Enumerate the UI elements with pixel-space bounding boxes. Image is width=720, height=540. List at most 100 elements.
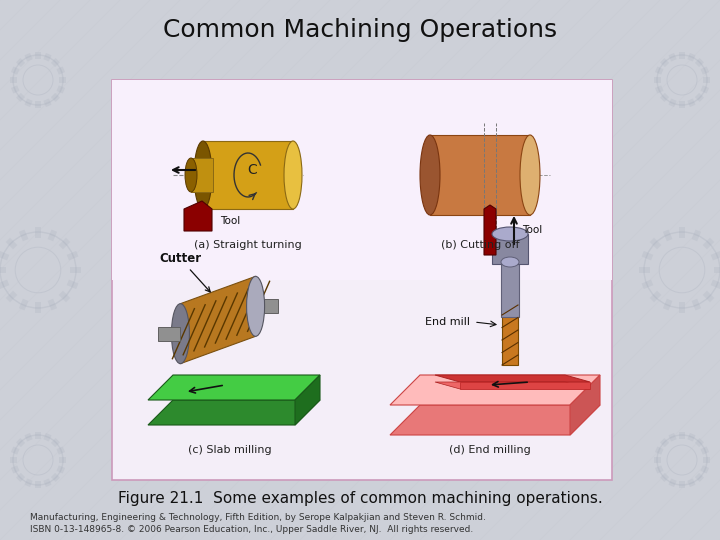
Polygon shape [59,457,66,463]
Polygon shape [181,276,256,363]
Polygon shape [24,98,32,107]
Polygon shape [484,205,496,255]
Polygon shape [435,382,590,389]
Polygon shape [701,465,709,474]
Polygon shape [6,238,17,249]
Text: C: C [247,163,257,177]
Polygon shape [655,465,664,474]
Text: Figure 21.1  Some examples of common machining operations.: Figure 21.1 Some examples of common mach… [117,490,603,505]
Polygon shape [642,280,653,289]
Ellipse shape [284,141,302,209]
Polygon shape [695,438,704,447]
Polygon shape [43,433,52,442]
Polygon shape [711,251,720,260]
Polygon shape [56,465,65,474]
Text: (b) Cutting off: (b) Cutting off [441,240,519,250]
Polygon shape [695,58,704,67]
Polygon shape [59,291,71,302]
Polygon shape [43,478,52,487]
Polygon shape [663,299,672,310]
FancyBboxPatch shape [112,80,612,480]
Polygon shape [679,52,685,59]
Polygon shape [460,382,590,389]
Text: Tool: Tool [220,216,240,226]
Polygon shape [668,98,677,107]
Polygon shape [714,267,720,273]
Polygon shape [639,267,649,273]
Text: Common Machining Operations: Common Machining Operations [163,18,557,42]
Polygon shape [679,432,685,438]
Polygon shape [43,98,52,107]
Polygon shape [59,77,66,83]
Bar [191,158,213,192]
Polygon shape [703,291,714,302]
Polygon shape [35,227,41,238]
Polygon shape [48,299,57,310]
Polygon shape [51,93,60,102]
Polygon shape [148,375,320,400]
Polygon shape [688,98,696,107]
Polygon shape [6,291,17,302]
Ellipse shape [420,135,440,215]
FancyBboxPatch shape [112,80,612,280]
Text: ISBN 0-13-148965-8. © 2006 Pearson Education, Inc., Upper Saddle River, NJ.  All: ISBN 0-13-148965-8. © 2006 Pearson Educa… [30,524,473,534]
Polygon shape [435,375,590,382]
Polygon shape [295,375,320,425]
Polygon shape [24,478,32,487]
Polygon shape [688,53,696,62]
Polygon shape [10,457,17,463]
Bar [492,234,528,264]
Polygon shape [184,201,212,231]
Polygon shape [56,85,65,93]
Polygon shape [660,58,669,67]
Polygon shape [67,251,78,260]
Polygon shape [642,251,653,260]
Polygon shape [51,58,60,67]
Polygon shape [570,375,600,435]
Polygon shape [56,447,65,455]
Polygon shape [688,433,696,442]
Polygon shape [679,227,685,238]
Bar [501,262,519,317]
Polygon shape [655,85,664,93]
Polygon shape [655,66,664,75]
Polygon shape [701,447,709,455]
Ellipse shape [194,141,212,209]
Polygon shape [668,53,677,62]
Polygon shape [51,473,60,482]
Polygon shape [35,102,41,108]
Ellipse shape [171,303,189,363]
Text: Cutter: Cutter [159,252,210,292]
Polygon shape [10,77,17,83]
Polygon shape [660,438,669,447]
Polygon shape [35,432,41,438]
Bar [502,315,518,365]
Bar [203,141,293,209]
Polygon shape [711,280,720,289]
Polygon shape [695,473,704,482]
Ellipse shape [185,158,197,192]
Polygon shape [660,93,669,102]
Polygon shape [655,447,664,455]
Polygon shape [663,230,672,241]
Text: (c) Slab milling: (c) Slab milling [188,445,272,455]
Polygon shape [660,473,669,482]
Polygon shape [43,53,52,62]
Polygon shape [24,53,32,62]
Polygon shape [48,230,57,241]
Polygon shape [692,299,701,310]
Polygon shape [688,478,696,487]
Polygon shape [679,302,685,313]
Polygon shape [695,93,704,102]
Polygon shape [16,93,25,102]
Polygon shape [703,238,714,249]
Text: (a) Straight turning: (a) Straight turning [194,240,302,250]
Polygon shape [649,238,661,249]
Polygon shape [11,447,19,455]
Polygon shape [703,457,710,463]
Ellipse shape [492,227,528,241]
Polygon shape [668,433,677,442]
Bar [256,299,278,313]
Text: (d) End milling: (d) End milling [449,445,531,455]
Bar [430,135,530,215]
